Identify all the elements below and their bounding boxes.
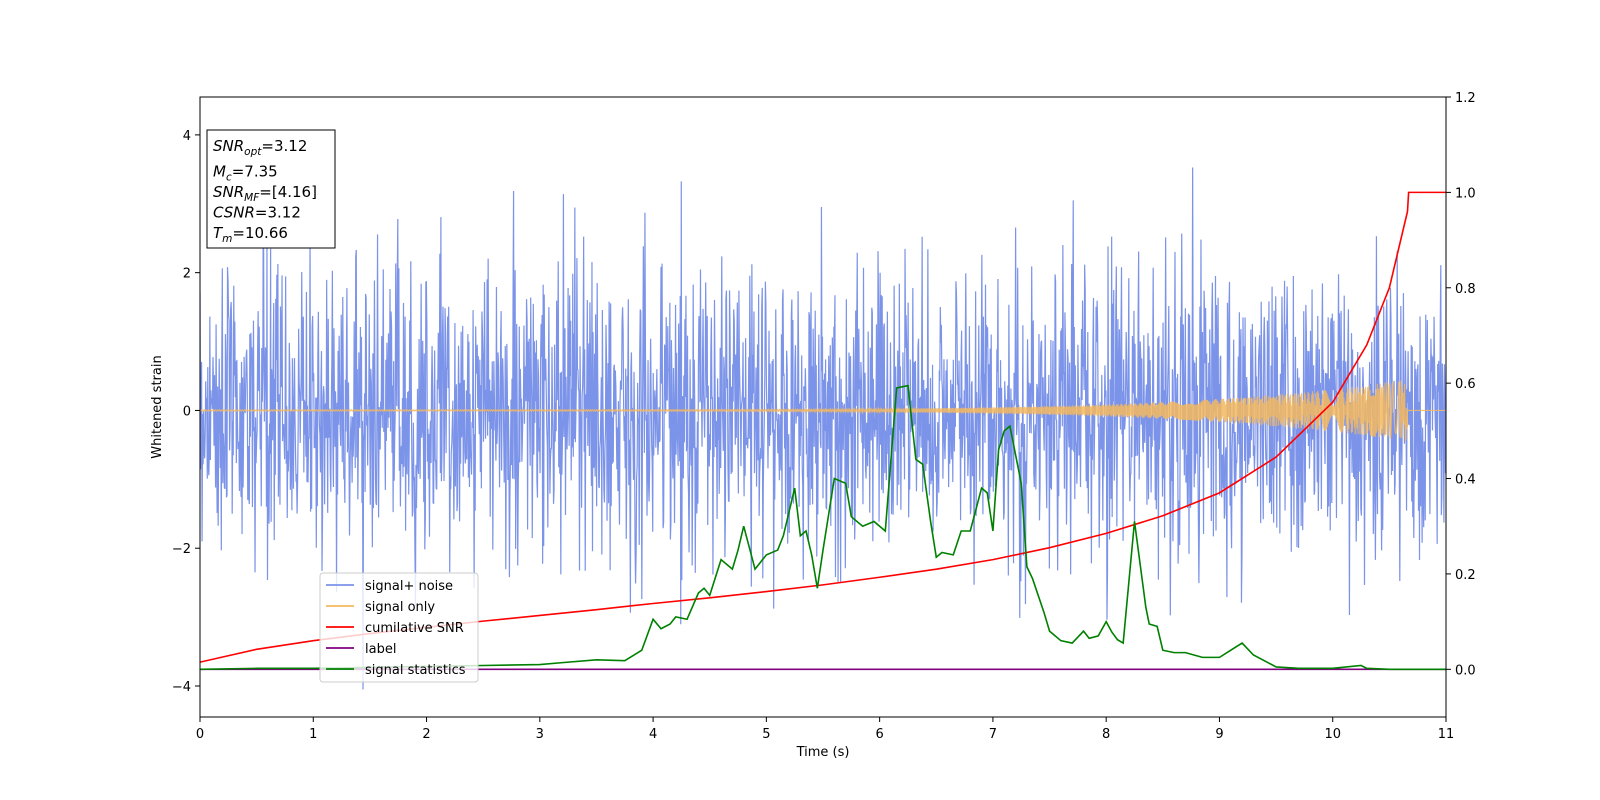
legend-label: cumilative SNR (365, 621, 464, 636)
y-tick-label-left: 2 (183, 267, 191, 282)
x-tick-label: 0 (196, 727, 204, 742)
series-line (200, 384, 1446, 671)
legend-label: signal+ noise (365, 579, 453, 594)
y-tick-label-right: 1.2 (1455, 91, 1476, 106)
y-axis-left: −4 −2 0 2 4 (172, 129, 200, 695)
plot-frame (199, 96, 1447, 718)
legend-item: cumilative SNR (326, 621, 464, 636)
x-tick-label: 7 (989, 727, 997, 742)
x-tick-label: 4 (649, 727, 657, 742)
y-tick-label-left: −2 (172, 542, 191, 557)
series-signal-only (200, 380, 1446, 443)
y-tick-label-right: 0.6 (1455, 377, 1476, 392)
annotation-line: SNRopt=3.12 (213, 137, 307, 158)
legend-item: signal only (326, 600, 435, 615)
series-signal-statistics (200, 384, 1446, 671)
y-tick-label-right: 0.4 (1455, 473, 1476, 488)
y-tick-label-left: −4 (172, 680, 191, 695)
y-axis-right: 0.0 0.2 0.4 0.6 0.8 1.0 1.2 (1446, 91, 1476, 678)
series-signal-noise (200, 153, 1446, 690)
y-tick-label-right: 0.8 (1455, 282, 1476, 297)
annotation-line: CSNR=3.12 (213, 204, 301, 222)
legend: signal+ noise signal only cumilative SNR la… (319, 572, 479, 683)
x-tick-label: 10 (1324, 727, 1341, 742)
x-axis: 0 1 2 3 4 5 6 7 8 9 10 11 (196, 717, 1454, 742)
x-tick-label: 6 (875, 727, 883, 742)
legend-item: signal statistics (326, 663, 466, 678)
series-line (200, 153, 1446, 690)
series-line (200, 380, 1446, 443)
y-tick-label-right: 1.0 (1455, 186, 1476, 201)
legend-frame (319, 572, 479, 683)
x-tick-label: 5 (762, 727, 770, 742)
legend-item: signal+ noise (326, 579, 453, 594)
x-tick-label: 1 (309, 727, 317, 742)
x-tick-label: 3 (536, 727, 544, 742)
x-tick-label: 2 (422, 727, 430, 742)
annotation-line: SNRMF=[4.16] (213, 183, 317, 204)
legend-label: signal statistics (365, 663, 466, 678)
legend-label: label (365, 642, 396, 657)
annotation-frame (206, 129, 336, 249)
y-tick-label-left: 0 (183, 404, 191, 419)
x-tick-label: 9 (1215, 727, 1223, 742)
x-tick-label: 8 (1102, 727, 1110, 742)
y-tick-label-right: 0.2 (1455, 568, 1476, 583)
y-tick-label-left: 4 (183, 129, 191, 144)
annotation-line: Mc=7.35 (213, 163, 278, 184)
y-axis-label-left: Whitened strain (150, 355, 165, 458)
x-axis-label: Time (s) (796, 745, 850, 760)
y-tick-label-right: 0.0 (1455, 663, 1476, 678)
x-tick-label: 11 (1438, 727, 1455, 742)
legend-item: label (326, 642, 396, 657)
legend-label: signal only (365, 600, 435, 615)
annotation-line: Tm=10.66 (213, 224, 288, 245)
